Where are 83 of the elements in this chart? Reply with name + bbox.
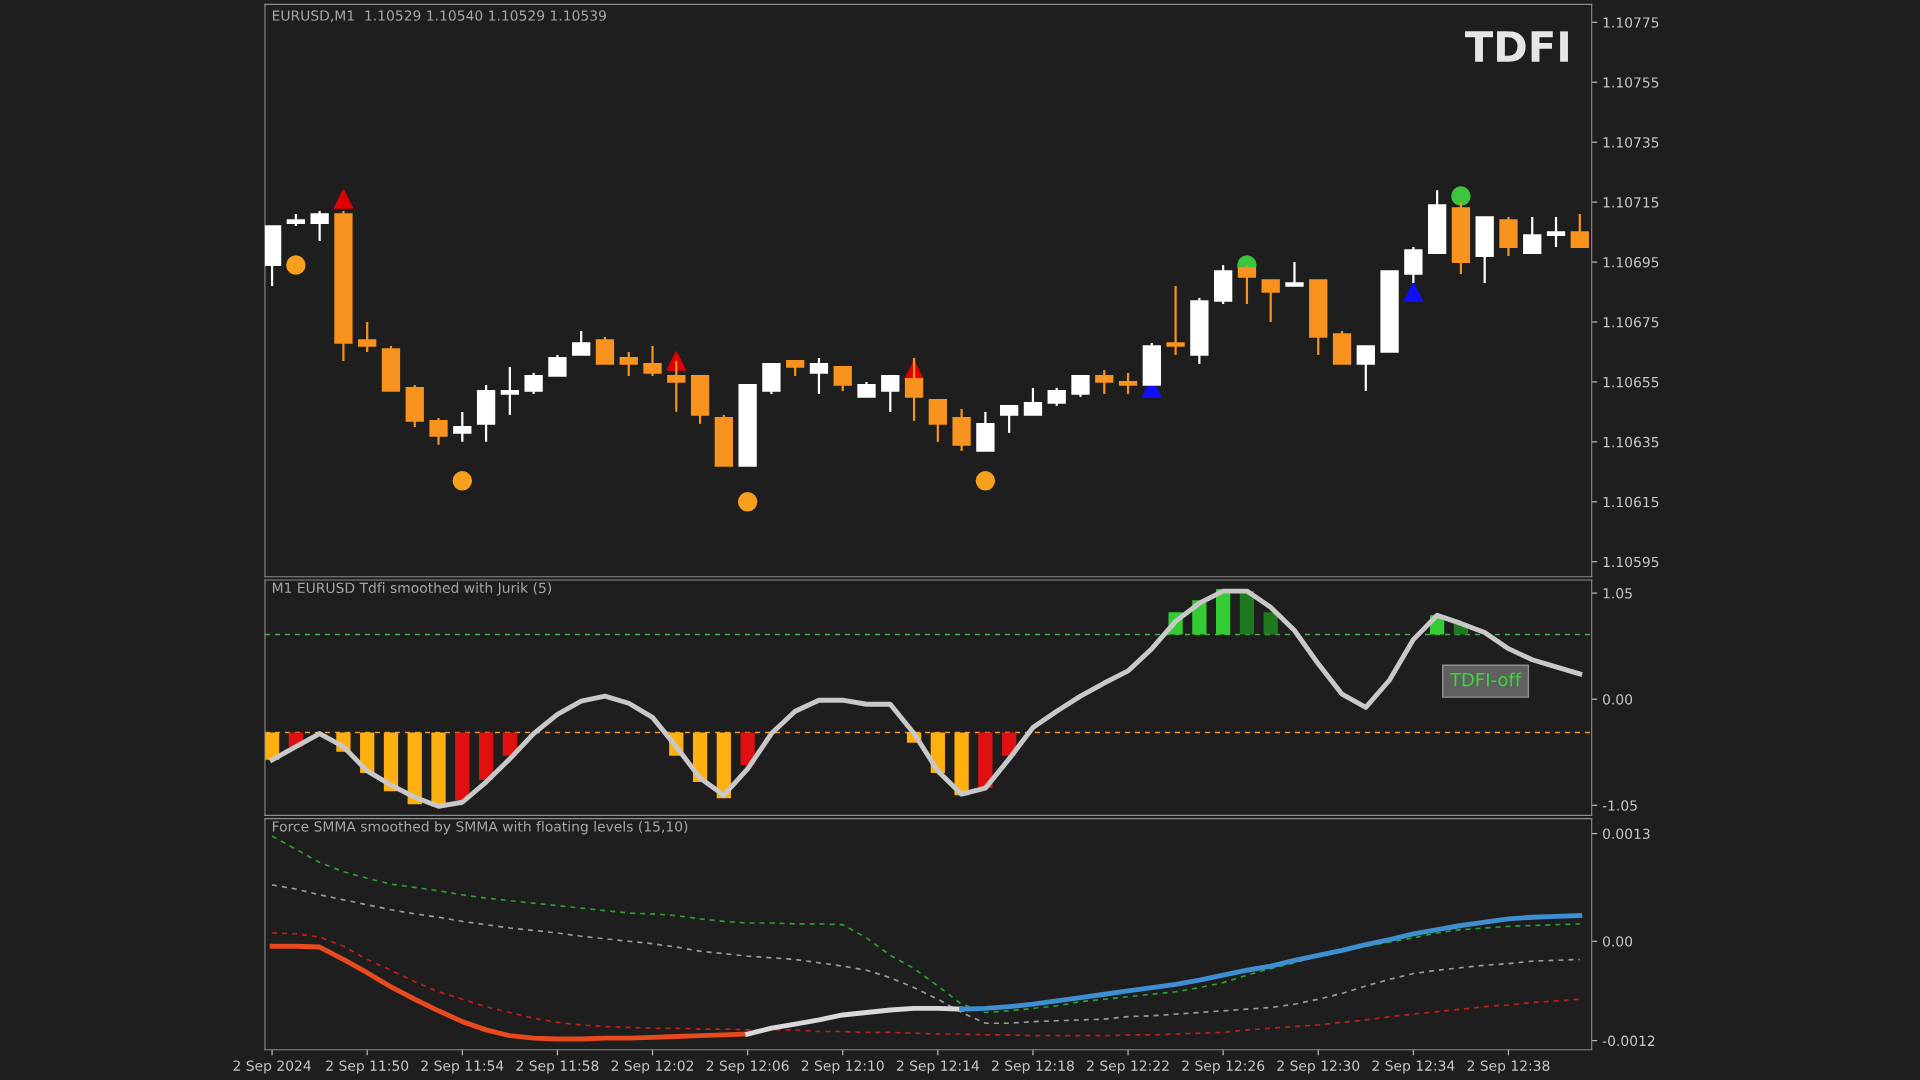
y-tick-label: 1.10695 <box>1603 257 1659 268</box>
candlestick <box>310 209 329 243</box>
line-series <box>271 884 1581 1025</box>
point <box>1403 282 1424 302</box>
candlestick <box>429 416 448 446</box>
x-tick-label: 2 Sep 12:06 <box>706 1060 789 1074</box>
candlestick <box>809 356 829 396</box>
candlestick <box>500 365 520 416</box>
candlestick <box>1285 260 1304 288</box>
y-tick-label: 1.10655 <box>1603 376 1659 388</box>
y-tick-label: 1.10615 <box>1603 496 1659 508</box>
x-tick-label: 2 Sep 11:54 <box>421 1060 504 1074</box>
x-tick-label: 2 Sep 12:38 <box>1467 1060 1550 1074</box>
y-tick-label: 1.10595 <box>1603 556 1659 568</box>
y-tick-label: -1.05 <box>1602 800 1637 811</box>
line-series <box>271 932 1581 1037</box>
candlestick <box>572 329 591 357</box>
candlestick <box>1000 404 1019 434</box>
line-series <box>271 835 1581 1014</box>
bar <box>1263 612 1278 635</box>
candlestick <box>1546 215 1566 249</box>
point <box>286 255 306 275</box>
line-series <box>959 913 1583 1012</box>
x-tick-label: 2 Sep 12:30 <box>1277 1060 1360 1074</box>
bar <box>740 732 755 765</box>
x-tick-label: 2 Sep 12:02 <box>611 1060 694 1074</box>
candlestick <box>1356 344 1375 393</box>
bar <box>978 732 993 789</box>
y-tick-label: 0.0013 <box>1603 828 1650 840</box>
x-tick-label: 2 Sep 11:50 <box>326 1060 409 1074</box>
candlestick <box>1071 374 1090 399</box>
x-tick-label: 2 Sep 12:26 <box>1182 1060 1265 1074</box>
point <box>975 471 996 491</box>
candlestick <box>1095 368 1114 396</box>
y-tick-label: 1.05 <box>1603 588 1632 599</box>
bar <box>407 732 422 805</box>
bar <box>478 732 494 781</box>
chart-title: Force SMMA smoothed by SMMA with floating levels (15,10) <box>272 820 688 835</box>
candlestick <box>643 344 662 378</box>
candlestick <box>453 410 472 443</box>
candlestick <box>548 353 567 378</box>
y-tick-label: 1.10755 <box>1603 77 1659 88</box>
x-tick-label: 2 Sep 12:22 <box>1087 1060 1169 1074</box>
candlestick <box>358 320 377 354</box>
x-tick-label: 2 Sep 12:34 <box>1372 1060 1455 1074</box>
y-tick-label: 1.10775 <box>1603 17 1659 28</box>
candlestick <box>1523 215 1542 255</box>
y-tick-label: 1.10675 <box>1603 316 1659 328</box>
candlestick <box>928 398 947 443</box>
point <box>333 189 354 209</box>
y-tick-label: -0.0012 <box>1602 1035 1655 1047</box>
candlestick <box>1166 284 1185 357</box>
y-tick-label: 0.00 <box>1603 936 1633 947</box>
point <box>666 351 687 371</box>
x-tick-label: 2 Sep 2024 <box>233 1060 311 1074</box>
candlestick <box>1118 371 1138 396</box>
annotation: TDFI-off <box>1449 672 1522 687</box>
point <box>737 492 758 512</box>
candlestick <box>1023 386 1043 416</box>
bar <box>1239 591 1255 635</box>
bar <box>431 732 446 807</box>
x-tick-label: 2 Sep 12:10 <box>801 1060 884 1074</box>
candlestick <box>619 350 638 378</box>
bar <box>455 732 470 801</box>
annotation: TDFI <box>1465 31 1568 62</box>
x-tick-label: 2 Sep 12:14 <box>896 1060 979 1074</box>
y-tick-label: 0.00 <box>1603 694 1633 705</box>
bar <box>954 732 969 796</box>
y-tick-label: 1.10735 <box>1603 137 1659 148</box>
chart-title: EURUSD,M1 1.10529 1.10540 1.10529 1.10539 <box>272 10 606 23</box>
candlestick <box>833 365 852 393</box>
y-tick-label: 1.10635 <box>1603 436 1659 448</box>
x-tick-label: 2 Sep 11:58 <box>516 1060 599 1074</box>
x-tick-label: 2 Sep 12:18 <box>992 1060 1074 1074</box>
candlestick <box>595 335 615 366</box>
point <box>1451 186 1471 206</box>
y-tick-label: 1.10715 <box>1603 197 1659 208</box>
candlestick <box>1261 278 1280 324</box>
candlestick <box>524 371 543 396</box>
candlestick <box>1570 212 1589 249</box>
chart-title: M1 EURUSD Tdfi smoothed with Jurik (5) <box>272 582 552 596</box>
point <box>452 471 473 491</box>
candlestick <box>881 374 900 413</box>
